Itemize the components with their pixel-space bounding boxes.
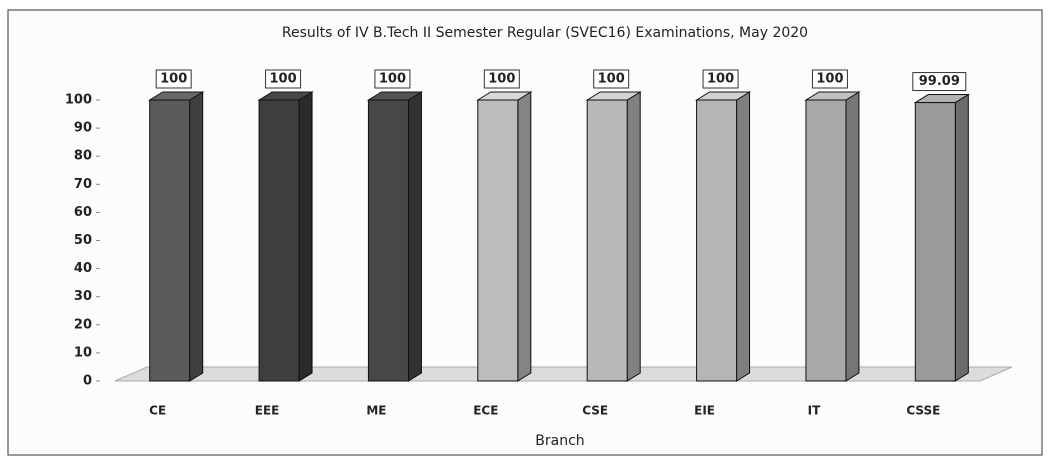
data-label-box [912, 72, 967, 92]
bar-side [626, 91, 641, 382]
y-tick-label: 50 [74, 233, 92, 248]
x-axis-label: Branch [535, 433, 584, 449]
bar-side [189, 91, 204, 382]
data-label-box [155, 69, 192, 89]
bar [258, 99, 300, 382]
data-label: 100 [488, 72, 515, 87]
bar [914, 102, 956, 382]
y-tick-label: 40 [74, 261, 92, 276]
bar [477, 99, 519, 382]
bar [696, 99, 738, 382]
bar [805, 99, 847, 382]
data-label: 100 [707, 72, 734, 87]
data-label-box [483, 69, 520, 89]
data-label-box [265, 69, 302, 89]
data-label-box [593, 69, 630, 89]
data-label: 100 [598, 72, 625, 87]
data-label: 99.09 [919, 74, 960, 89]
data-label: 100 [160, 72, 187, 87]
y-tick-label: 20 [74, 317, 92, 332]
y-tick-label: 0 [83, 374, 92, 389]
x-tick-label: EIE [694, 404, 715, 418]
bar [149, 99, 191, 382]
bar-side [517, 91, 532, 382]
data-label: 100 [379, 72, 406, 87]
x-tick-label: ECE [473, 404, 498, 418]
data-label-box [702, 69, 739, 89]
y-tick-label: 30 [74, 289, 92, 304]
bar-side [845, 91, 860, 382]
x-tick-label: ME [366, 404, 386, 418]
bar-side [407, 91, 422, 382]
bar-side [736, 91, 751, 382]
bar [367, 99, 409, 382]
bar-side [954, 93, 969, 382]
x-tick-label: CE [149, 404, 166, 418]
data-label-box [374, 69, 411, 89]
y-tick-label: 70 [74, 177, 92, 192]
y-tick-label: 10 [74, 345, 92, 360]
data-label: 100 [816, 72, 843, 87]
data-label-box [811, 69, 848, 89]
y-tick-label: 90 [74, 121, 92, 136]
x-tick-label: IT [808, 404, 821, 418]
y-tick-label: 60 [74, 205, 92, 220]
data-label: 100 [269, 72, 296, 87]
bar [586, 99, 628, 382]
y-tick-label: 100 [65, 93, 92, 108]
x-tick-label: CSE [582, 404, 608, 418]
y-tick-label: 80 [74, 149, 92, 164]
x-tick-label: CSSE [906, 404, 940, 418]
chart-title: Results of IV B.Tech II Semester Regular… [282, 25, 808, 41]
x-tick-label: EEE [255, 404, 280, 418]
bar-side [298, 91, 313, 382]
floor [114, 366, 1013, 382]
